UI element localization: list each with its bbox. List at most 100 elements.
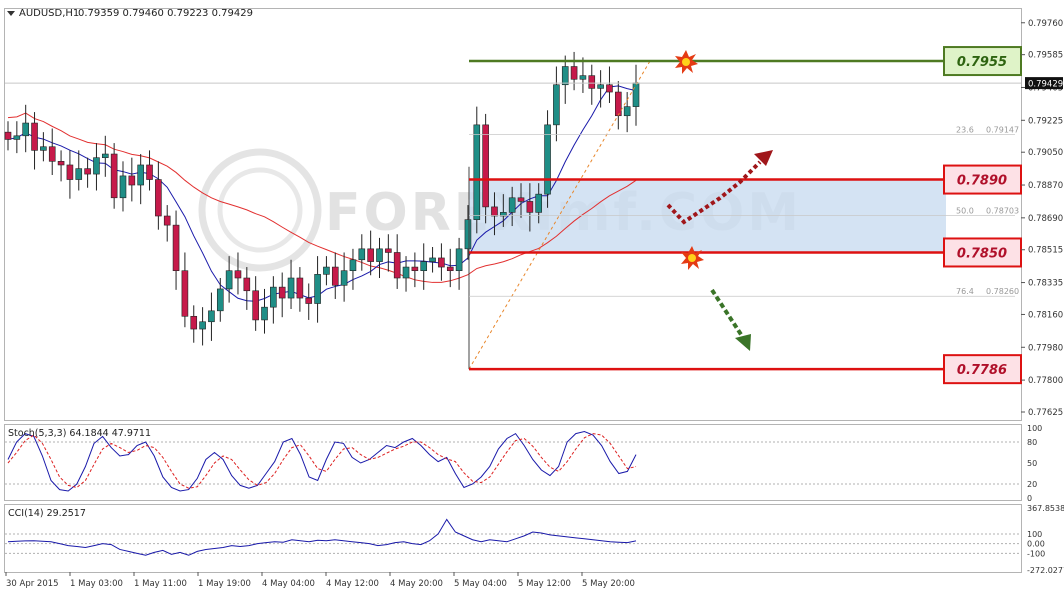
candle-body <box>385 248 392 253</box>
level-badge: 0.7890 <box>943 164 1022 195</box>
candle-body <box>84 168 91 175</box>
candle-body <box>101 153 109 158</box>
candle-body <box>535 193 543 213</box>
price-tick-label: 0.78160 <box>1028 310 1063 320</box>
candle-body <box>57 161 65 166</box>
cci-title: CCI(14) 29.2517 <box>8 508 86 519</box>
time-tick-label: 4 May 04:00 <box>262 579 315 589</box>
candle-body <box>93 157 100 175</box>
fib-ratio-label: 23.6 <box>956 126 974 135</box>
fib-ratio-label: 50.0 <box>956 206 974 215</box>
candle-body <box>163 215 171 226</box>
level-badge-box <box>943 46 1022 77</box>
candle-body <box>606 84 613 93</box>
candle-body <box>517 197 525 202</box>
candle-body <box>473 124 481 220</box>
time-tick-label: 5 May 20:00 <box>582 579 635 589</box>
candle-body <box>119 175 127 199</box>
candle-body <box>128 175 136 186</box>
cci-tick-label: 0.00 <box>1027 540 1045 549</box>
cci-plot-frame <box>4 504 1022 573</box>
candle-body <box>438 257 445 268</box>
level-badge-box <box>943 354 1022 385</box>
fib-price-label: 0.78703 <box>986 206 1019 215</box>
candle-body <box>66 164 74 180</box>
time-tick-label: 1 May 19:00 <box>198 579 251 589</box>
slow-moving-average <box>7 112 637 283</box>
time-tick-label: 5 May 12:00 <box>518 579 571 589</box>
current-price-label: 0.79429 <box>1028 80 1063 90</box>
dropdown-triangle-icon[interactable] <box>7 11 15 16</box>
time-tick-label: 1 May 11:00 <box>134 579 187 589</box>
stoch-tick-label: 100 <box>1027 424 1042 433</box>
candle-body <box>561 66 569 86</box>
candle-body <box>110 153 118 199</box>
candle-body <box>402 266 410 279</box>
candle-body <box>623 106 631 117</box>
candle-body <box>615 91 622 117</box>
price-tick-label: 0.79225 <box>1028 116 1063 126</box>
candle-body <box>75 168 83 180</box>
explosion-icon <box>681 246 704 270</box>
candle-body <box>544 124 551 195</box>
time-tick-label: 5 May 04:00 <box>454 579 507 589</box>
candle-body <box>208 310 215 323</box>
candle-body <box>579 75 587 80</box>
candle-body <box>464 219 472 250</box>
fib-price-label: 0.78260 <box>986 287 1019 296</box>
candle-body <box>48 146 56 162</box>
support-zone <box>469 179 946 253</box>
stoch-title: Stoch(5,3,3) 64.1844 47.9711 <box>8 428 151 439</box>
current-price-box <box>1025 77 1063 90</box>
level-price-label: 0.7890 <box>957 174 1007 189</box>
candle-body <box>323 266 330 275</box>
stoch-plot-frame <box>4 424 1022 501</box>
candle-body <box>526 201 534 213</box>
time-tick-label: 1 May 03:00 <box>70 579 123 589</box>
candle-body <box>482 124 489 208</box>
candle-body <box>420 261 428 272</box>
candle-body <box>199 321 206 330</box>
candle-body <box>500 212 507 217</box>
candle-body <box>190 315 198 330</box>
candle-body <box>155 179 162 217</box>
candle-body <box>31 122 38 151</box>
candle-body <box>278 286 286 299</box>
time-tick-label: 4 May 12:00 <box>326 579 379 589</box>
candle-body <box>270 286 277 308</box>
candle-body <box>225 270 233 290</box>
candle-body <box>146 164 153 180</box>
candle-body <box>243 277 251 292</box>
candle-body <box>411 266 419 272</box>
stoch-tick-label: 0 <box>1027 494 1032 503</box>
candle-body <box>358 248 366 261</box>
candle-body <box>376 248 383 262</box>
level-badge: 0.7786 <box>943 354 1022 385</box>
candle-body <box>597 84 604 89</box>
fib-price-label: 0.79147 <box>986 126 1019 135</box>
candle-body <box>234 270 242 279</box>
bullish-arrow-icon <box>666 150 773 225</box>
price-tick-label: 0.77625 <box>1028 408 1063 418</box>
candle-body <box>349 259 357 272</box>
candle-body <box>570 66 578 80</box>
candle-body <box>393 252 401 279</box>
price-tick-label: 0.79760 <box>1028 19 1063 29</box>
header-ohlc: 0.79359 0.79460 0.79223 0.79429 <box>78 8 253 19</box>
price-tick-label: 0.77800 <box>1028 376 1063 386</box>
level-badge: 0.7955 <box>943 46 1022 77</box>
candle-body <box>261 306 268 321</box>
candle-body <box>491 206 498 217</box>
candle-body <box>455 248 463 272</box>
candle-body <box>296 277 304 299</box>
cci-tick-label: -272.0277 <box>1027 566 1064 575</box>
candle-body <box>181 270 189 317</box>
candle-body <box>137 164 144 186</box>
time-tick-label: 30 Apr 2015 <box>6 579 59 589</box>
level-badge: 0.7850 <box>943 237 1022 268</box>
explosion-icon <box>675 50 698 74</box>
level-price-label: 0.7786 <box>957 363 1007 378</box>
candle-body <box>553 84 560 126</box>
level-badge-box <box>943 164 1022 195</box>
